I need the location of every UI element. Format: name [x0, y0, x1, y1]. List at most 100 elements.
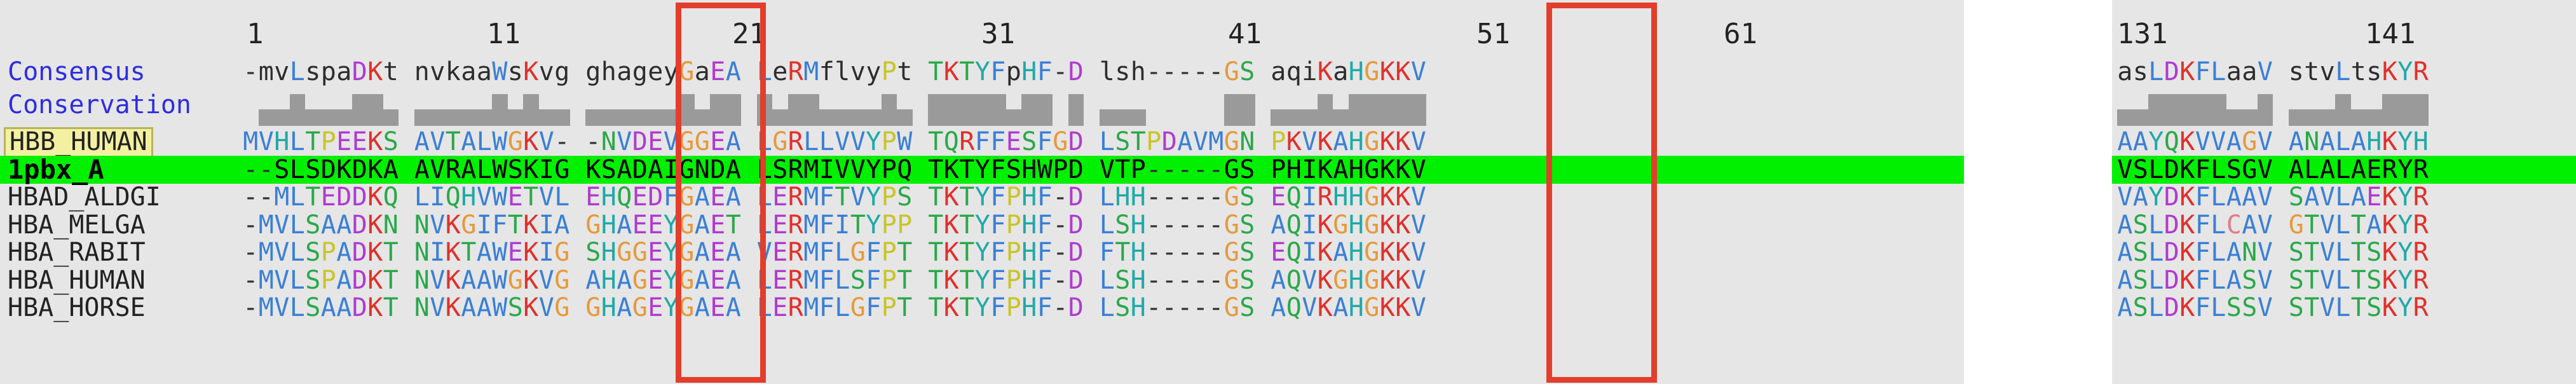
residue: - — [243, 238, 259, 267]
residue: K — [1317, 210, 1333, 240]
sequence-row[interactable]: HBA_RABIT -MVLSPADKT NIKTAWEKIG SHGGEYGAE… — [0, 238, 1964, 267]
sequence-row[interactable]: HBAD_ALDGI --MLTEDDKQ LIQHVWETVL EHQEDFGA… — [0, 182, 1964, 212]
sequence-row[interactable]: HBA_HUMAN -MVLSPADKT NVKAAWGKVG AHAGEYGAE… — [0, 266, 1964, 295]
residue: K — [523, 210, 539, 240]
sequence-row[interactable]: HBB_HUMAN MVHLTPEEKS AVTALWGKV- -NVDEVGGE… — [0, 127, 1964, 160]
residue: - — [1161, 57, 1177, 86]
conservation-bar — [476, 109, 492, 126]
residue: F — [990, 238, 1006, 267]
residue: T — [928, 127, 944, 156]
residue: A — [2350, 127, 2366, 156]
sequence-name[interactable]: HBA_MELGA — [8, 210, 146, 240]
residue: - — [1192, 210, 1208, 240]
sequence-row[interactable]: HBA_HORSE -MVLSAADKT NVKAAWSKVG GHAGEYGAE… — [0, 293, 1964, 322]
residue: K — [1317, 127, 1333, 156]
residue: P — [881, 57, 897, 86]
sequence-row-right[interactable]: VSLDKFLSGV ALALAERYR — [2112, 155, 2576, 184]
residue: D — [351, 238, 367, 267]
residue: L — [2335, 57, 2351, 86]
residue: K — [1395, 293, 1411, 322]
block-spacer — [399, 182, 414, 212]
sequence-name[interactable]: 1pbx_A — [8, 153, 104, 185]
residue: T — [897, 293, 913, 322]
residue: A — [2226, 127, 2242, 156]
conservation-bar — [2350, 109, 2366, 126]
residue: A — [2288, 154, 2304, 184]
residue: L — [476, 154, 492, 184]
sequence-row[interactable]: 1pbx_A --SLSDKDKA AVRALWSKIG KSADAIGNDA L… — [0, 153, 1964, 185]
sequence-row-right[interactable]: AAYQKVVAGV ANALAHKYH — [2112, 127, 2576, 156]
ruler-tick: 1 — [247, 18, 264, 50]
residue: Y — [974, 182, 990, 212]
conservation-bar — [258, 109, 274, 126]
residue: M — [258, 293, 274, 322]
conservation-bar — [538, 109, 554, 126]
residue: Y — [866, 154, 882, 184]
residue: Y — [2397, 57, 2413, 86]
residue: G — [554, 238, 570, 267]
residue: V — [274, 238, 290, 267]
sequence-row-right[interactable]: ASLDKFLASV STVLTSKYR — [2112, 266, 2576, 295]
residue: - — [243, 57, 259, 86]
residue: S — [2288, 238, 2304, 267]
residue: L — [2211, 293, 2226, 322]
residue: R — [787, 127, 803, 156]
residue: G — [1364, 154, 1380, 184]
residue: F — [866, 293, 882, 322]
residue: h — [1130, 57, 1146, 86]
block-spacer — [1084, 210, 1100, 240]
sequence-name[interactable]: HBA_RABIT — [8, 238, 146, 267]
residue: T — [2350, 293, 2366, 322]
residue: H — [1115, 182, 1131, 212]
residue: A — [617, 210, 632, 240]
residue: H — [1021, 293, 1037, 322]
sequence-name[interactable]: HBB_HUMAN — [4, 127, 153, 160]
residue: T — [2350, 238, 2366, 267]
sequence-name[interactable]: HBA_HUMAN — [8, 265, 146, 295]
residue: G — [1364, 238, 1380, 267]
residue: - — [1192, 293, 1208, 322]
sequence-name[interactable]: HBA_HORSE — [8, 293, 146, 322]
residue: S — [1239, 293, 1255, 322]
conservation-bar — [1239, 94, 1255, 126]
residue: - — [1192, 154, 1208, 184]
residue: K — [2382, 238, 2397, 267]
sequence-row[interactable]: HBA_MELGA -MVLSAADKN NVKGIFTKIA GHAEEYGAE… — [0, 210, 1964, 240]
residue: v — [274, 57, 290, 86]
residue: L — [2211, 57, 2226, 86]
residue: K — [943, 265, 959, 295]
residue: T — [850, 210, 866, 240]
sequence-name[interactable]: HBAD_ALDGI — [8, 182, 161, 212]
residue: K — [1395, 182, 1411, 212]
block-spacer — [2273, 266, 2289, 295]
residue: R — [2413, 265, 2429, 295]
residue: A — [1177, 127, 1193, 156]
sequence-row-right[interactable]: ASLDKFLSSV STVLTSKYR — [2112, 293, 2576, 322]
residue: a — [617, 57, 632, 86]
residue: P — [881, 127, 897, 156]
residue: p — [1005, 57, 1021, 86]
residue: K — [2179, 293, 2195, 322]
residue: - — [1161, 293, 1177, 322]
residue: L — [2335, 293, 2351, 322]
residue: L — [289, 210, 305, 240]
residue: T — [1115, 238, 1131, 267]
residue: L — [554, 182, 570, 212]
sequence-row-right[interactable]: ASLDKFLCAV GTVLTAKYR — [2112, 210, 2576, 240]
residue: F — [819, 293, 835, 322]
residue: K — [943, 182, 959, 212]
residue: R — [787, 182, 803, 212]
residue: N — [383, 210, 399, 240]
residue: - — [1161, 238, 1177, 267]
residue: V — [430, 154, 446, 184]
sequence-row-right[interactable]: VAYDKFLAAV SAVLAEKYR — [2112, 182, 2576, 212]
sequence-row-right[interactable]: ASLDKFLANV STVLTSKYR — [2112, 238, 2576, 267]
conservation-bar — [1130, 109, 1146, 126]
residue: D — [1068, 154, 1084, 184]
residue: K — [2382, 57, 2397, 86]
residue: E — [648, 238, 664, 267]
residue: K — [2179, 154, 2195, 184]
conservation-bar — [1115, 109, 1131, 126]
block-spacer — [570, 57, 586, 86]
residue: S — [2288, 182, 2304, 212]
